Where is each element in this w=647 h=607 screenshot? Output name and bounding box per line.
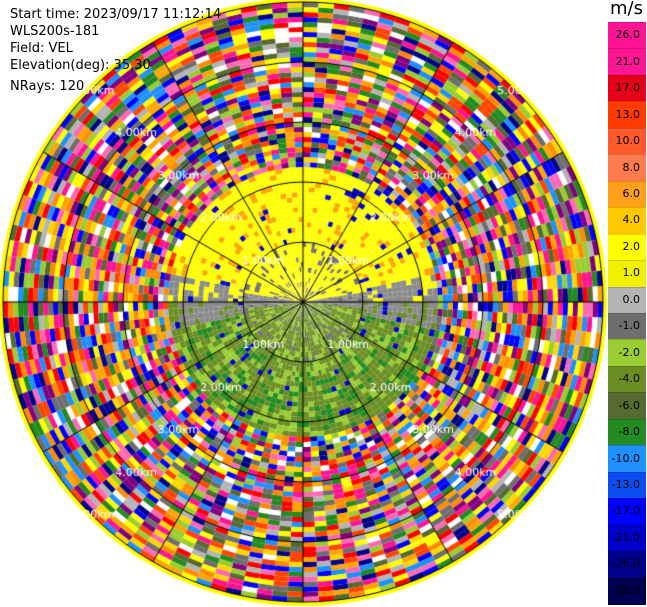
colorbar-segment — [608, 127, 646, 156]
colorbar-segment — [608, 74, 646, 103]
colorbar-tick-label: 1.0 — [622, 266, 641, 280]
colorbar-tick-label: 2.0 — [622, 239, 641, 253]
colorbar-tick-label: 10.0 — [615, 134, 641, 148]
colorbar-segment — [608, 339, 646, 367]
colorbar-tick-label: -6.0 — [618, 398, 640, 412]
station-name: WLS200s-181 — [10, 24, 100, 39]
colorbar-tick-label: -8.0 — [618, 425, 640, 439]
field-name: Field: VEL — [10, 41, 73, 56]
colorbar-tick-label: 0.0 — [622, 292, 641, 306]
colorbar-tick-label: -2.0 — [618, 345, 640, 359]
colorbar-tick-label: 6.0 — [622, 186, 641, 200]
colorbar-tick-label: 17.0 — [615, 81, 641, 95]
colorbar-segment — [608, 260, 646, 288]
colorbar-tick-label: -26.0 — [611, 557, 640, 571]
colorbar-tick-label: -13.0 — [611, 477, 640, 491]
colorbar-tick-label: 13.0 — [615, 107, 641, 121]
colorbar-segment — [608, 471, 646, 500]
colorbar-segment — [608, 313, 646, 341]
elevation: Elevation(deg): 35.30 — [10, 58, 151, 73]
colorbar-tick-label: 26.0 — [615, 28, 641, 42]
scan-info: Start time: 2023/09/17 11:12:14 WLS200s-… — [10, 6, 221, 95]
colorbar-unit: m/s — [610, 0, 643, 19]
colorbar-segment — [608, 418, 646, 447]
colorbar-segment — [608, 524, 646, 553]
colorbar-segment — [608, 577, 646, 605]
colorbar-segment — [608, 445, 646, 473]
colorbar-tick-label: -1.0 — [618, 319, 640, 333]
colorbar-segment — [608, 154, 646, 182]
colorbar-segment — [608, 233, 646, 262]
colorbar-segment — [608, 180, 646, 209]
colorbar-segment — [608, 286, 646, 314]
colorbar-tick-label: 4.0 — [622, 213, 641, 227]
ppi-radar-plot — [0, 0, 608, 607]
velocity-colorbar: 26.0 21.0 17.0 13.0 10.0 8.0 6.0 4.0 2.0 1.0 0.0 -1… — [608, 22, 646, 605]
colorbar-tick-label: -17.0 — [611, 504, 640, 518]
colorbar-tick-label: 8.0 — [622, 160, 641, 174]
colorbar-segment — [608, 101, 646, 129]
colorbar-segment — [608, 48, 646, 76]
colorbar-segment — [608, 498, 646, 526]
colorbar-tick-label: -30.0 — [611, 583, 640, 597]
colorbar-segment — [608, 551, 646, 579]
colorbar-segment — [608, 207, 646, 235]
colorbar-tick-label: -4.0 — [618, 372, 640, 386]
colorbar-tick-label: 21.0 — [615, 54, 641, 68]
start-time: Start time: 2023/09/17 11:12:14 — [10, 7, 222, 22]
colorbar-tick-label: -21.0 — [611, 530, 640, 544]
colorbar-tick-label: -10.0 — [611, 451, 640, 465]
colorbar-segment — [608, 392, 646, 420]
nrays: NRays: 120 — [10, 79, 85, 94]
colorbar-segment — [608, 22, 646, 50]
colorbar-segment — [608, 365, 646, 394]
